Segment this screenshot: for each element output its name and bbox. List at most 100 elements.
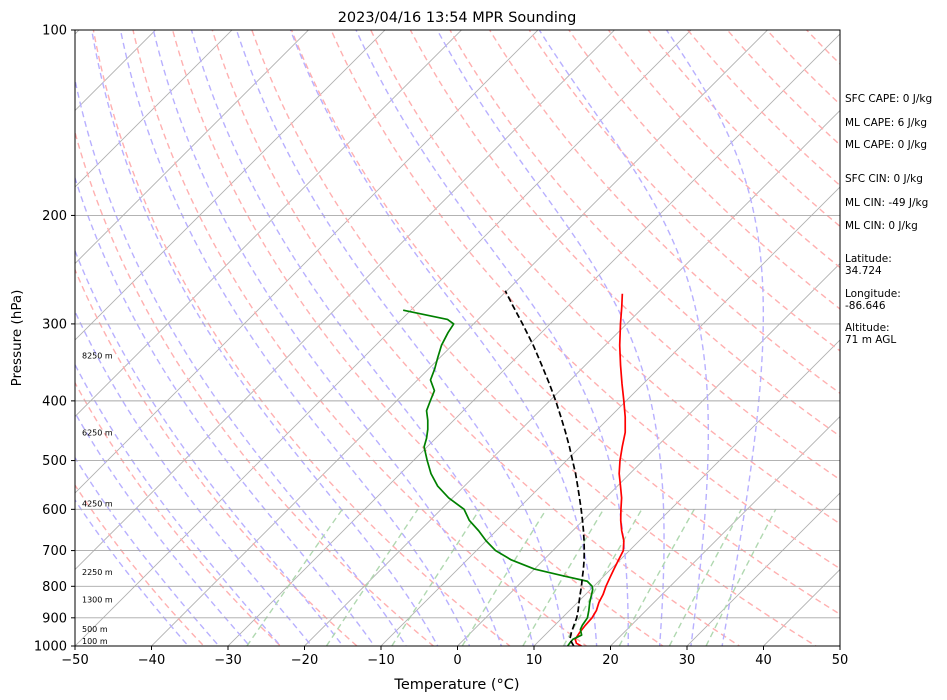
profile-series <box>402 290 627 646</box>
dry-adiabat-line <box>528 30 840 352</box>
info-panel: SFC CAPE: 0 J/kg ML CAPE: 6 J/kg ML CAPE… <box>845 93 932 346</box>
moist-adiabat-line <box>355 30 629 646</box>
info-latitude-label: Latitude: <box>845 253 892 265</box>
isotherm-line <box>75 30 233 188</box>
x-tick-label: −10 <box>367 653 394 668</box>
info-altitude-value: 71 m AGL <box>845 334 896 346</box>
y-tick-label: 700 <box>42 544 67 559</box>
mixing-ratio-line <box>461 508 547 646</box>
y-tick-label: 600 <box>42 503 67 518</box>
info-ml-cape-2: ML CAPE: 0 J/kg <box>845 139 927 151</box>
info-altitude-label: Altitude: <box>845 322 890 334</box>
isotherm-line <box>686 492 840 646</box>
moist-adiabat-line <box>665 30 765 646</box>
isotherm-line <box>227 33 840 646</box>
moist-adiabat-line <box>436 30 665 646</box>
info-latitude-value: 34.724 <box>845 265 882 277</box>
y-tick-label: 1000 <box>34 640 67 655</box>
info-ml-cape: ML CAPE: 6 J/kg <box>845 117 927 129</box>
dry-adiabat-line <box>726 30 840 146</box>
height-label: 8250 m <box>82 351 113 360</box>
info-longitude-value: -86.646 <box>845 300 886 312</box>
dry-adiabat-line <box>75 129 435 646</box>
x-tick-label: 20 <box>602 653 619 668</box>
height-label: 100 m <box>82 637 108 646</box>
moist-adiabat-line <box>538 30 710 646</box>
isotherm-line <box>380 186 840 646</box>
isotherm-line <box>533 339 840 646</box>
dry-adiabat-line <box>290 30 840 616</box>
moist-adiabat-line <box>119 30 471 646</box>
isotherm-line <box>75 30 692 646</box>
moist-adiabat-line <box>152 30 503 646</box>
isotherm-line <box>456 262 840 646</box>
dry-adiabat-line <box>75 483 205 646</box>
moist-adiabat-line <box>190 30 534 646</box>
pressure-grid <box>75 30 840 646</box>
dry-adiabat-line <box>132 30 588 646</box>
isotherm-line <box>75 30 463 418</box>
info-sfc-cin: SFC CIN: 0 J/kg <box>845 173 923 185</box>
mixing-ratio-line <box>668 509 742 646</box>
x-axis-label: Temperature (°C) <box>393 677 519 693</box>
x-tick-label: −40 <box>138 653 165 668</box>
x-tick-label: 30 <box>679 653 696 668</box>
parcel-line <box>504 290 586 646</box>
x-tick-label: −20 <box>291 653 318 668</box>
dry-adiabat-line <box>449 30 840 438</box>
dry-adiabat-line <box>171 30 665 646</box>
x-tick-label: 10 <box>526 653 543 668</box>
moist-adiabat-line <box>91 30 439 646</box>
y-axis-ticks: 100 200 300 400 500 600 700 800 900 1000 <box>34 24 75 655</box>
mixing-ratio-line <box>705 509 777 646</box>
y-tick-label: 900 <box>42 611 67 626</box>
background-lines <box>75 30 840 646</box>
y-tick-label: 300 <box>42 317 67 332</box>
y-tick-label: 400 <box>42 394 67 409</box>
dry-adiabat-line <box>686 30 840 187</box>
moist-adiabat-line <box>75 249 344 646</box>
x-tick-label: −30 <box>214 653 241 668</box>
height-label: 500 m <box>82 625 108 634</box>
isotherm-line <box>75 30 386 341</box>
isotherm-line <box>75 30 539 494</box>
height-label: 2250 m <box>82 568 113 577</box>
dewpoint-line <box>402 309 594 646</box>
mixing-ratio-line <box>618 508 695 646</box>
dry-adiabat-line <box>330 30 840 570</box>
dry-adiabat-line <box>488 30 840 395</box>
chart-title: 2023/04/16 13:54 MPR Sounding <box>338 10 577 26</box>
x-axis-ticks: −50 −40 −30 −20 −10 0 10 20 30 40 50 <box>61 646 848 668</box>
y-axis-label: Pressure (hPa) <box>9 290 25 387</box>
x-tick-label: 50 <box>832 653 849 668</box>
height-labels: 100 m 500 m 1300 m 2250 m 4250 m 6250 m 8250 m <box>82 351 113 646</box>
info-longitude-label: Longitude: <box>845 288 901 300</box>
dry-adiabat-line <box>211 30 741 646</box>
dry-adiabat-line <box>647 30 840 228</box>
moist-adiabat-line <box>75 175 376 646</box>
y-tick-label: 500 <box>42 454 67 469</box>
isotherm-line <box>75 30 616 571</box>
isotherm-line <box>150 30 769 646</box>
isotherm-line <box>75 30 310 265</box>
temperature-line <box>574 293 627 646</box>
x-tick-label: −50 <box>61 653 88 668</box>
height-label: 4250 m <box>82 499 113 508</box>
dry-adiabat-line <box>75 381 282 646</box>
dry-adiabat-line <box>251 30 818 646</box>
info-ml-cin-2: ML CIN: 0 J/kg <box>845 220 918 232</box>
height-label: 1300 m <box>82 596 113 605</box>
y-tick-label: 200 <box>42 209 67 224</box>
moist-adiabat-line <box>235 30 566 646</box>
dry-adiabat-line <box>75 267 358 646</box>
x-tick-label: 0 <box>453 653 461 668</box>
y-tick-label: 800 <box>42 580 67 595</box>
isotherm-line <box>609 415 840 646</box>
dry-adiabat-line <box>369 30 840 525</box>
info-ml-cin: ML CIN: -49 J/kg <box>845 197 928 209</box>
x-tick-label: 40 <box>755 653 772 668</box>
info-sfc-cape: SFC CAPE: 0 J/kg <box>845 93 932 105</box>
moist-adiabat-line <box>75 76 407 646</box>
mixing-ratio-line <box>522 508 605 646</box>
